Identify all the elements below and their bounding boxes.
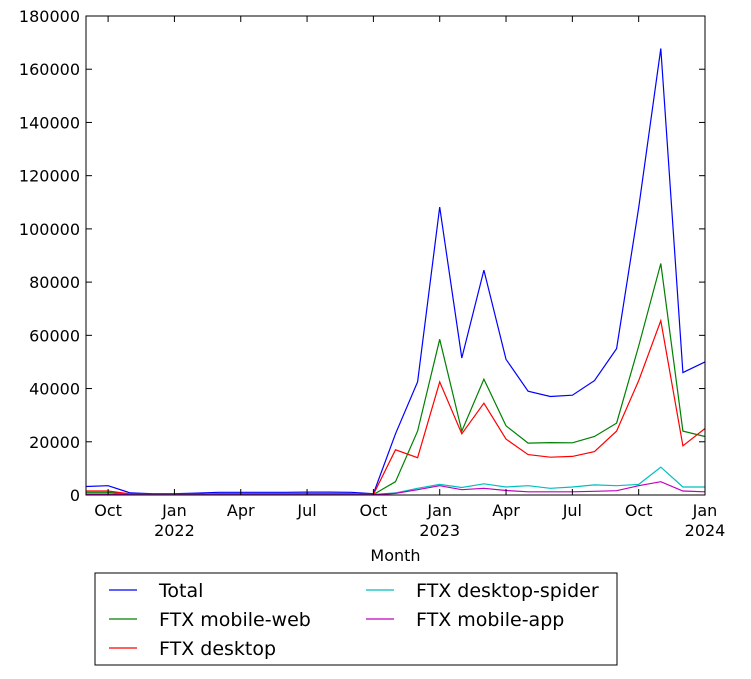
legend-label-ftx-desktop: FTX desktop — [159, 638, 276, 660]
y-tick-label: 140000 — [19, 113, 80, 132]
legend-label-ftx-desktop-spider: FTX desktop-spider — [416, 580, 599, 602]
x-tick-label: Jan — [426, 501, 452, 520]
y-tick-label: 100000 — [19, 220, 80, 239]
series-line-ftx-desktop — [86, 318, 706, 496]
y-tick-label: 180000 — [19, 7, 80, 26]
y-tick-label: 80000 — [29, 273, 80, 292]
x-tick-label: Oct — [360, 501, 388, 520]
x-tick-year-label: 2024 — [685, 521, 726, 540]
plot-lines — [85, 48, 706, 496]
x-tick-year-label: 2022 — [154, 521, 195, 540]
y-tick-label: 160000 — [19, 60, 80, 79]
x-tick-label: Oct — [94, 501, 122, 520]
y-tick-label: 20000 — [29, 433, 80, 452]
x-tick-year-label: 2023 — [419, 521, 460, 540]
x-tick-label: Jan — [692, 501, 718, 520]
y-axis: 0 20000 40000 60000 80000 100000 120000 140000 1… — [19, 7, 705, 505]
x-tick-label: Apr — [227, 501, 255, 520]
x-tick-label: Jul — [296, 501, 316, 520]
series-line-ftx-mobile-web — [86, 263, 706, 496]
legend-label-ftx-mobile-app: FTX mobile-app — [416, 609, 564, 631]
plot-frame — [85, 15, 706, 496]
legend-box — [94, 572, 618, 666]
x-tick-label: Apr — [492, 501, 520, 520]
x-axis-title: Month — [370, 546, 420, 565]
legend-label-ftx-mobile-web: FTX mobile-web — [159, 609, 311, 631]
y-tick-label: 0 — [70, 486, 80, 505]
series-line-total — [85, 48, 706, 495]
x-tick-label: Jul — [562, 501, 582, 520]
y-tick-label: 40000 — [29, 380, 80, 399]
x-tick-label: Jan — [161, 501, 187, 520]
x-tick-label: Oct — [625, 501, 653, 520]
y-tick-label: 120000 — [19, 167, 80, 186]
legend: Total FTX mobile-web FTX desktop FTX deskto… — [94, 572, 618, 666]
legend-label-total: Total — [158, 580, 203, 602]
y-tick-label: 60000 — [29, 326, 80, 345]
